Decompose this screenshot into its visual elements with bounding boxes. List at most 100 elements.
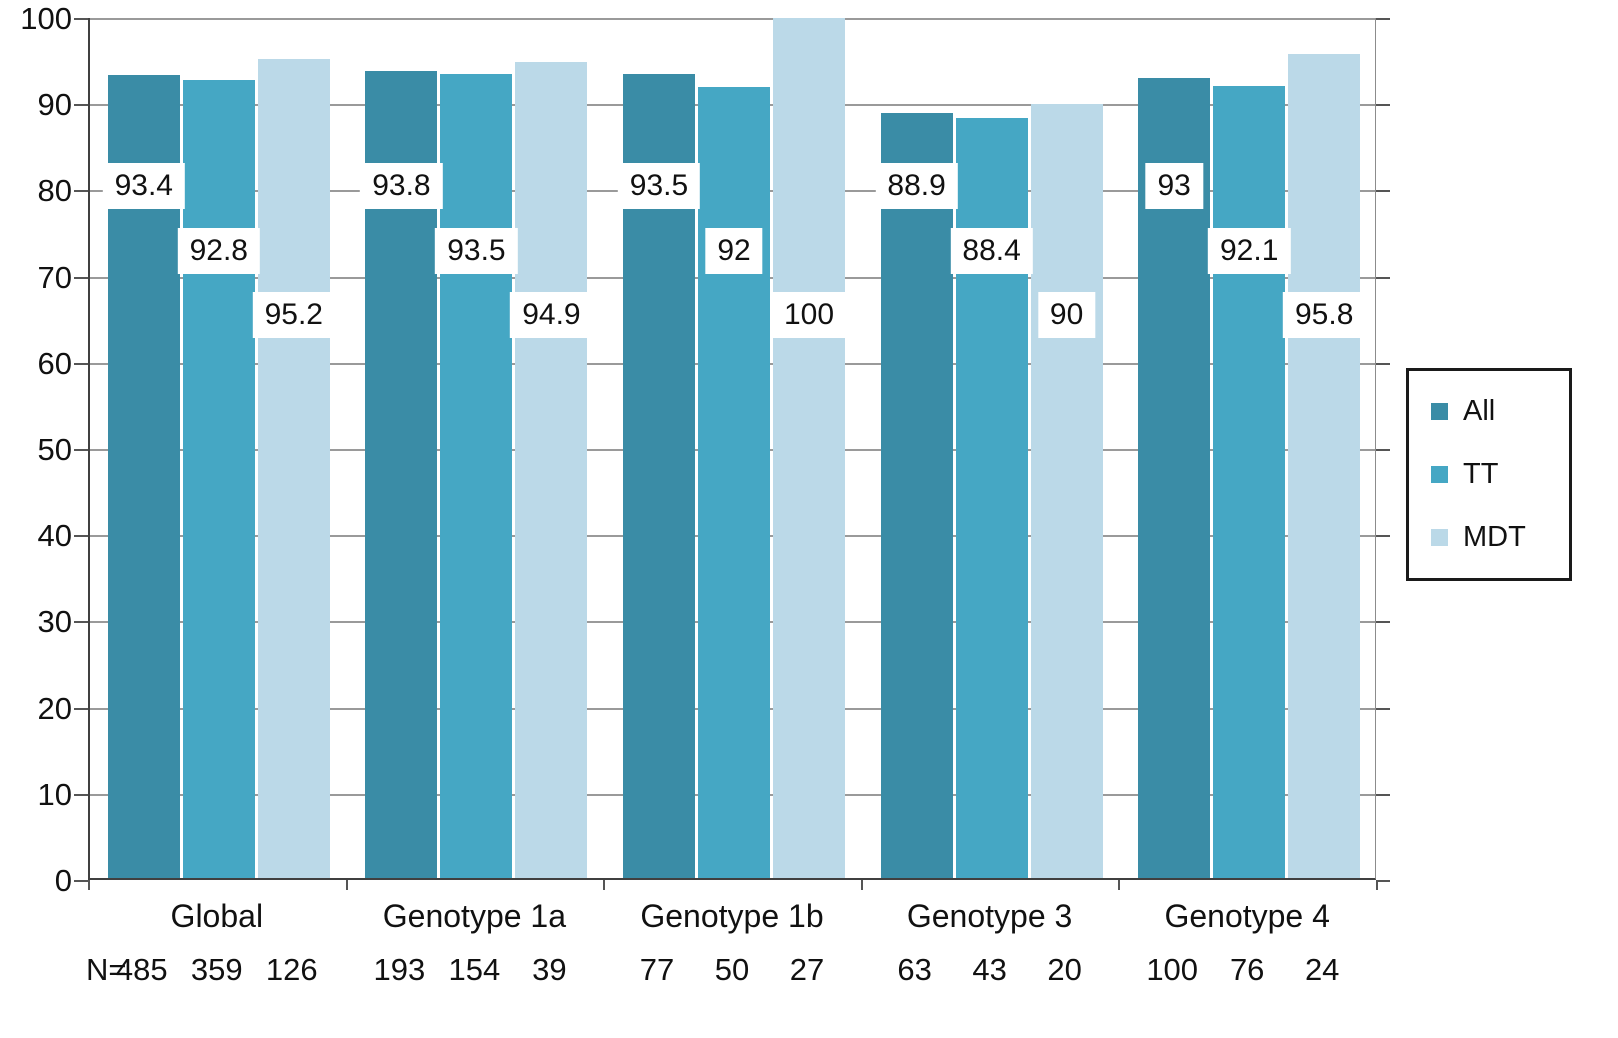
y-tick-label: 90	[37, 87, 72, 123]
n-value: 50	[714, 952, 750, 987]
bar-tt	[182, 79, 255, 878]
y-tick-label: 40	[37, 518, 72, 554]
y-tick-mark-right	[1376, 793, 1390, 796]
bar-tt	[440, 73, 513, 878]
y-tick-mark-right	[1376, 535, 1390, 538]
n-value: 100	[1146, 952, 1199, 987]
y-tick-mark-right	[1376, 880, 1390, 882]
bar-value-label: 90	[1037, 292, 1096, 338]
legend-swatch-icon	[1431, 466, 1448, 483]
category-label: Genotype 1b	[640, 898, 824, 934]
n-value: 193	[373, 952, 426, 987]
y-tick-mark-left	[74, 362, 88, 365]
n-equals-label: N=	[86, 952, 127, 987]
y-tick-mark-left	[74, 449, 88, 451]
y-tick-mark-left	[74, 18, 88, 20]
bar-value-label: 93	[1145, 163, 1203, 209]
legend-label: MDT	[1463, 521, 1526, 553]
category-label: Genotype 4	[1164, 898, 1330, 934]
n-value: 27	[789, 952, 825, 987]
y-tick-mark-left	[74, 190, 88, 193]
y-tick-label: 60	[37, 345, 72, 381]
y-tick-label: 0	[54, 863, 72, 898]
bar-value-label: 93.5	[617, 163, 701, 209]
x-tick-mark	[1118, 880, 1121, 890]
y-tick-mark-left	[74, 104, 88, 107]
bar-mdt	[773, 18, 845, 878]
bar-tt	[1213, 85, 1286, 878]
bar-value-label: 93.4	[102, 163, 185, 209]
y-tick-mark-right	[1376, 707, 1390, 710]
bar-value-label: 93.8	[360, 163, 443, 209]
bar-value-label: 95.8	[1282, 292, 1366, 338]
x-tick-mark	[603, 880, 606, 890]
y-tick-mark-left	[74, 621, 88, 624]
category-label: Global	[170, 898, 264, 934]
n-value: 359	[190, 952, 243, 987]
y-tick-mark-left	[74, 880, 88, 882]
y-tick-mark-left	[74, 535, 88, 538]
n-value: 39	[532, 952, 567, 987]
legend-swatch-icon	[1431, 403, 1448, 420]
n-value: 43	[972, 952, 1007, 987]
x-axis-labels: Global Genotype 1a Genotype 1b Genotype 3 Ge…	[0, 898, 1618, 938]
y-tick-mark-left	[74, 793, 88, 796]
n-value: 154	[448, 952, 501, 987]
legend-label: TT	[1463, 458, 1499, 490]
y-tick-label: 30	[37, 604, 72, 640]
category-label: Genotype 3	[906, 898, 1073, 934]
y-tick-mark-right	[1376, 276, 1390, 279]
bar-all	[1138, 78, 1211, 878]
x-tick-mark	[345, 880, 348, 890]
y-tick-mark-left	[74, 707, 88, 710]
y-tick-label: 20	[37, 690, 72, 726]
legend-item-tt: TT	[1431, 460, 1547, 489]
legend-item-mdt: MDT	[1431, 523, 1547, 552]
y-tick-mark-right	[1376, 18, 1390, 20]
bar-value-label: 92	[705, 228, 763, 274]
bar-value-label: 88.9	[875, 163, 958, 209]
y-tick-label: 100	[20, 1, 72, 36]
n-value: 485	[115, 952, 168, 987]
n-value: 76	[1229, 952, 1265, 987]
y-tick-label: 70	[37, 259, 72, 295]
x-tick-mark	[88, 880, 90, 890]
y-tick-mark-right	[1376, 190, 1390, 193]
n-value: 63	[897, 952, 932, 987]
y-tick-label: 80	[37, 173, 72, 209]
x-tick-mark	[860, 880, 863, 890]
legend: All TT MDT	[1406, 368, 1572, 581]
n-value: 20	[1047, 952, 1082, 987]
y-tick-mark-left	[74, 276, 88, 279]
bar-value-label: 100	[771, 292, 847, 338]
y-tick-mark-right	[1376, 621, 1390, 624]
bar-all	[880, 113, 953, 878]
bar-value-label: 92.8	[177, 228, 260, 274]
bar-value-label: 94.9	[510, 292, 593, 338]
legend-swatch-icon	[1431, 529, 1448, 546]
bar-tt	[698, 86, 770, 878]
gridline	[90, 18, 1375, 20]
y-tick-mark-right	[1376, 362, 1390, 365]
bar-value-label: 93.5	[435, 228, 518, 274]
bar-mdt	[515, 61, 588, 878]
bar-value-label: 95.2	[252, 292, 335, 338]
y-tick-mark-right	[1376, 449, 1390, 451]
legend-label: All	[1463, 395, 1496, 427]
n-row: N= 485 359 126 193 154 39 77 50 27 63 43 20 100 76 24	[0, 952, 1618, 996]
x-tick-mark	[1376, 880, 1378, 890]
plot-area: 93.4 92.8 95.2 93.8 93.5 94.9 93.5 92 100 88.9 88.…	[88, 18, 1376, 880]
y-tick-label: 10	[37, 776, 72, 812]
bar-mdt	[1288, 54, 1361, 878]
bar-mdt	[1030, 104, 1103, 878]
y-tick-mark-right	[1376, 104, 1390, 107]
n-value: 126	[265, 952, 318, 987]
bar-value-label: 92.1	[1207, 228, 1291, 274]
n-value: 24	[1304, 952, 1340, 987]
bar-mdt	[257, 59, 330, 878]
n-value: 77	[639, 952, 675, 987]
bar-value-label: 88.4	[950, 228, 1033, 274]
y-tick-label: 50	[37, 432, 72, 467]
category-label: Genotype 1a	[382, 898, 567, 934]
